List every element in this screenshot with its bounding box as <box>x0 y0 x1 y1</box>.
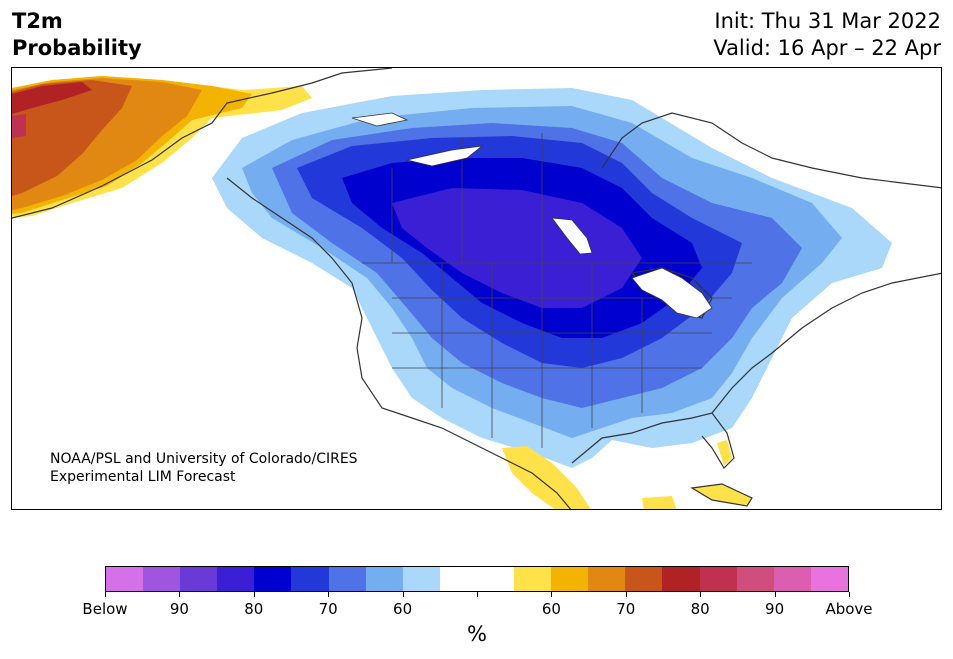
credit-line-1: NOAA/PSL and University of Colorado/CIRE… <box>50 451 358 467</box>
colorbar-swatch-0 <box>106 567 144 591</box>
colorbar-tick-label: 60 <box>541 600 561 618</box>
colorbar-swatch-19 <box>810 567 848 591</box>
colorbar-tick <box>328 592 330 597</box>
colorbar-tick <box>849 592 850 597</box>
colorbar-tick-label: 80 <box>690 600 710 618</box>
colorbar-tick-label: 60 <box>393 600 413 618</box>
colorbar-swatch-16 <box>699 567 737 591</box>
colorbar-tick <box>625 592 627 597</box>
colorbar-swatch-15 <box>662 567 700 591</box>
colorbar-tick <box>774 592 776 597</box>
colorbar-swatch-5 <box>291 567 329 591</box>
great-lakes <box>351 112 713 319</box>
credit-text: NOAA/PSL and University of Colorado/CIRE… <box>50 450 358 486</box>
colorbar-tick <box>700 592 702 597</box>
colorbar-swatch-11 <box>514 567 552 591</box>
colorbar-swatch-7 <box>365 567 403 591</box>
colorbar-swatch-14 <box>625 567 663 591</box>
cold-region <box>212 88 892 468</box>
credit-line-2: Experimental LIM Forecast <box>50 469 236 485</box>
colorbar-units: % <box>467 622 487 646</box>
coastlines <box>12 68 941 509</box>
init-date: Init: Thu 31 Mar 2022 <box>714 9 941 33</box>
colorbar-swatch-10 <box>476 567 515 591</box>
colorbar-tick <box>551 592 553 597</box>
colorbar-swatch-1 <box>143 567 181 591</box>
colorbar-swatch-4 <box>254 567 292 591</box>
colorbar-tick-label: 70 <box>616 600 636 618</box>
colorbar-tick <box>253 592 255 597</box>
colorbar-tick-label: 70 <box>318 600 338 618</box>
colorbar-swatch-17 <box>736 567 774 591</box>
colorbar-swatch-2 <box>180 567 218 591</box>
forecast-map <box>11 67 942 510</box>
title-line-1: T2m <box>12 9 63 33</box>
forecast-dates: Init: Thu 31 Mar 2022 Valid: 16 Apr – 22… <box>713 8 941 62</box>
colorbar-swatch-18 <box>773 567 811 591</box>
state-borders <box>362 133 752 448</box>
colorbar-swatch-6 <box>328 567 366 591</box>
colorbar-swatch-3 <box>217 567 255 591</box>
colorbar-tick <box>477 592 478 597</box>
alaska-warm-region <box>12 76 312 218</box>
valid-date: Valid: 16 Apr – 22 Apr <box>713 36 941 60</box>
colorbar-swatch-8 <box>402 567 440 591</box>
colorbar-swatch-9 <box>439 567 477 591</box>
map-title: T2m Probability <box>12 8 142 62</box>
colorbar-tick-label: 90 <box>169 600 189 618</box>
colorbar-tick <box>402 592 404 597</box>
probability-map <box>12 68 941 509</box>
colorbar <box>105 566 849 592</box>
mexico-warm-region <box>502 440 752 509</box>
colorbar-tick <box>179 592 181 597</box>
colorbar-tick-label: Above <box>825 600 873 618</box>
title-line-2: Probability <box>12 36 142 60</box>
colorbar-tick-label: 90 <box>765 600 785 618</box>
colorbar-swatch-12 <box>551 567 589 591</box>
colorbar-swatch-13 <box>588 567 626 591</box>
colorbar-tick-label: 80 <box>244 600 264 618</box>
colorbar-tick-label: Below <box>82 600 128 618</box>
colorbar-tick <box>105 592 106 597</box>
